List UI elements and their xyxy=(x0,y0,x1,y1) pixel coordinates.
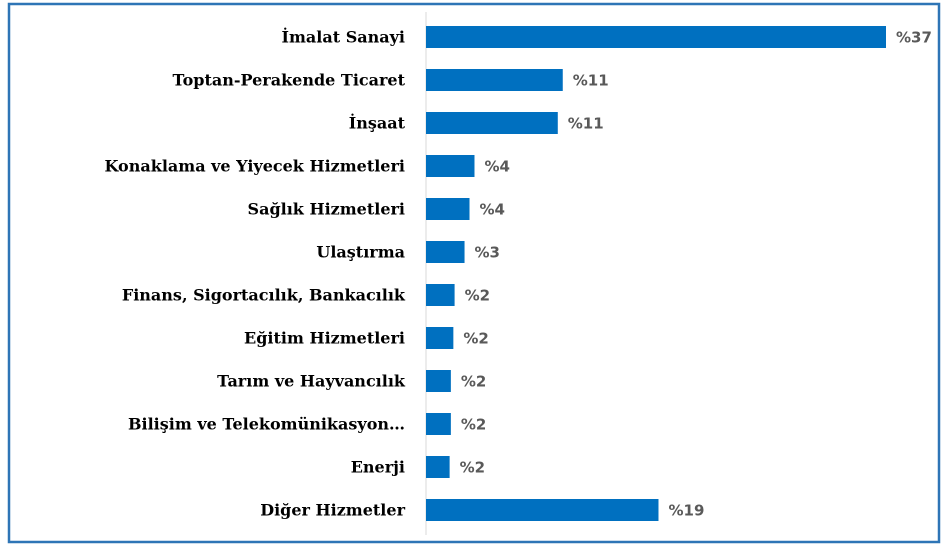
bar xyxy=(426,26,886,48)
bar xyxy=(426,112,558,134)
value-label: %3 xyxy=(475,244,500,262)
bar xyxy=(426,69,563,91)
bar xyxy=(426,241,465,263)
value-label: %11 xyxy=(568,115,604,133)
value-label: %37 xyxy=(896,29,932,47)
bar xyxy=(426,155,475,177)
category-label: Ulaştırma xyxy=(316,243,405,262)
category-label: Diğer Hizmetler xyxy=(260,501,405,520)
bar xyxy=(426,370,451,392)
category-label: Eğitim Hizmetleri xyxy=(244,329,405,348)
category-label: Finans, Sigortacılık, Bankacılık xyxy=(122,286,406,305)
category-label: İnşaat xyxy=(349,113,406,133)
frame xyxy=(7,2,941,544)
category-label: Enerji xyxy=(351,458,405,477)
value-label: %2 xyxy=(463,330,488,348)
bar xyxy=(426,499,659,521)
bar xyxy=(426,284,455,306)
value-label: %19 xyxy=(668,502,704,520)
category-label: Bilişim ve Telekomünikasyon… xyxy=(128,415,405,434)
category-label: Konaklama ve Yiyecek Hizmetleri xyxy=(105,157,406,176)
category-label: Toptan-Perakende Ticaret xyxy=(173,71,406,90)
value-label: %4 xyxy=(480,201,505,219)
value-label: %4 xyxy=(484,158,509,176)
value-label: %11 xyxy=(573,72,609,90)
bar xyxy=(426,198,470,220)
category-label: Tarım ve Hayvancılık xyxy=(217,372,406,391)
bar xyxy=(426,327,454,349)
bar xyxy=(426,413,451,435)
bar xyxy=(426,456,450,478)
value-label: %2 xyxy=(460,459,485,477)
category-label: Sağlık Hizmetleri xyxy=(248,200,405,219)
value-label: %2 xyxy=(465,287,490,305)
value-label: %2 xyxy=(461,373,486,391)
category-label: İmalat Sanayi xyxy=(282,27,405,47)
value-label: %2 xyxy=(461,416,486,434)
